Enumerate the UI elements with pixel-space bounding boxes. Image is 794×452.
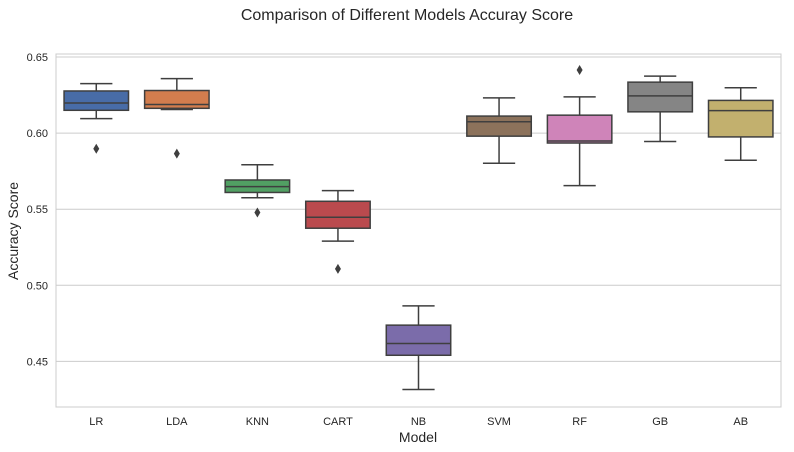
outlier-marker: [334, 263, 341, 274]
y-tick-label: 0.55: [27, 204, 48, 216]
x-tick-label: CART: [323, 416, 353, 428]
box-ab: [707, 87, 774, 161]
box-knn: [224, 164, 291, 218]
box-nb: [385, 305, 452, 391]
x-tick-label: RF: [572, 416, 587, 428]
x-tick-label: GB: [652, 416, 668, 428]
y-tick-label: 0.60: [27, 128, 48, 140]
box-rf: [546, 64, 613, 187]
chart-title: Comparison of Different Models Accuray S…: [241, 7, 573, 24]
plot-frame: [55, 53, 782, 408]
box-body: [466, 115, 533, 137]
outlier-marker: [173, 148, 180, 159]
x-tick-label: KNN: [246, 416, 269, 428]
outlier-marker: [254, 207, 261, 218]
x-tick-label: AB: [733, 416, 748, 428]
y-axis-label: Accuracy Score: [5, 182, 21, 280]
outlier-marker: [93, 143, 100, 154]
box-body: [707, 99, 774, 138]
y-axis-ticks: 0.45 0.50 0.55 0.60 0.65: [27, 52, 48, 368]
box-body: [546, 114, 613, 144]
box-lda: [143, 77, 210, 159]
box-body: [627, 81, 694, 113]
outlier-marker: [576, 64, 583, 75]
box-cart: [304, 189, 371, 274]
x-tick-label: LDA: [166, 416, 188, 428]
y-tick-label: 0.45: [27, 356, 48, 368]
x-tick-label: NB: [411, 416, 426, 428]
box-gb: [627, 75, 694, 143]
y-tick-label: 0.50: [27, 280, 48, 292]
x-axis-ticks: LR LDA KNN CART NB SVM RF GB AB: [89, 416, 748, 428]
box-body: [143, 89, 210, 110]
x-tick-label: LR: [89, 416, 103, 428]
y-tick-label: 0.65: [27, 52, 48, 64]
box-body: [304, 200, 371, 229]
x-axis-label: Model: [399, 429, 437, 445]
boxes: [63, 64, 774, 391]
box-lr: [63, 82, 130, 154]
box-body: [385, 324, 452, 357]
box-body: [63, 90, 130, 112]
box-svm: [466, 97, 533, 164]
x-tick-label: SVM: [487, 416, 511, 428]
